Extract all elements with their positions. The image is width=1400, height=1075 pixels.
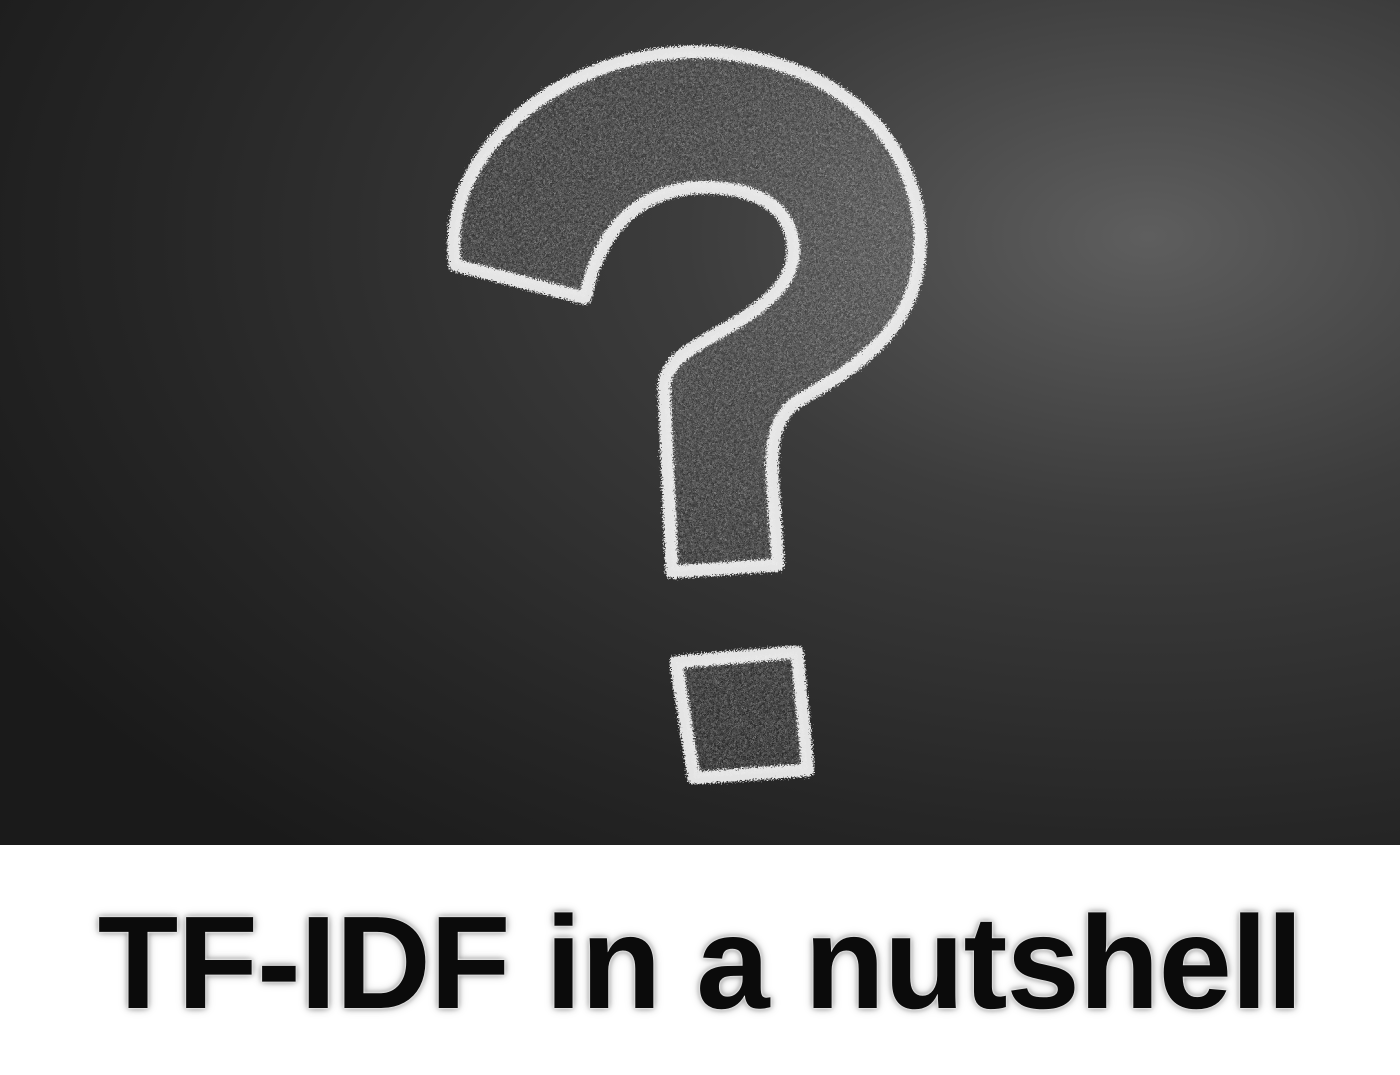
caption-band [0,845,1400,1075]
chalkboard-illustration [0,0,1400,845]
chalkboard [0,0,1400,845]
caption-title: TF-IDF in a nutshell [97,889,1304,1036]
chalk-question-mark-icon [447,45,927,785]
